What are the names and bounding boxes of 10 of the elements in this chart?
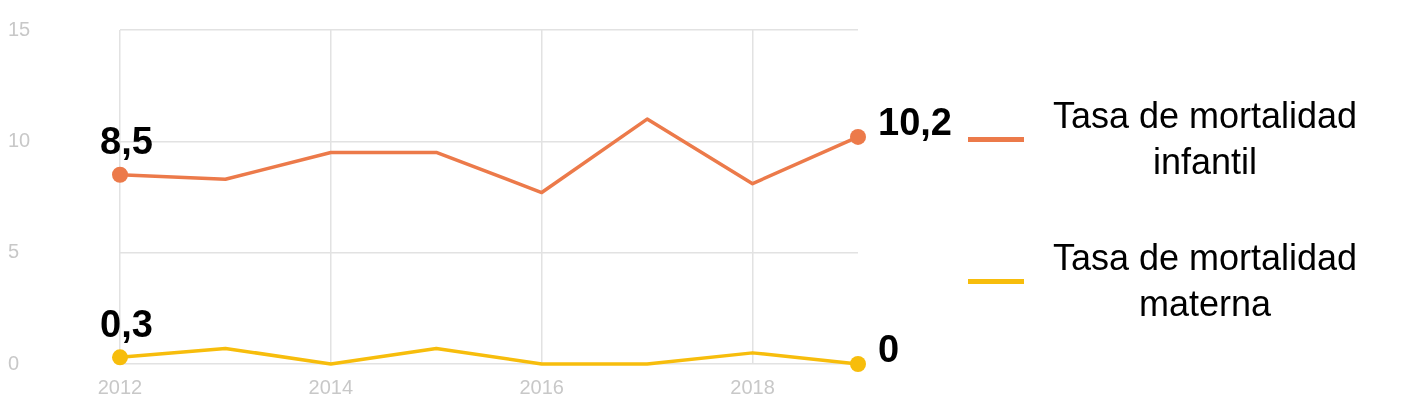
data-label: 0,3 <box>100 302 153 345</box>
legend-label: Tasa de mortalidad infantil <box>1051 94 1359 184</box>
data-label: 8,5 <box>100 120 153 163</box>
data-label: 10,2 <box>878 101 952 144</box>
data-label: 0 <box>878 328 900 371</box>
legend-label: Tasa de mortalidad materna <box>1051 236 1359 326</box>
point <box>112 349 128 366</box>
point <box>850 128 866 145</box>
point <box>112 166 128 183</box>
point <box>850 356 866 372</box>
